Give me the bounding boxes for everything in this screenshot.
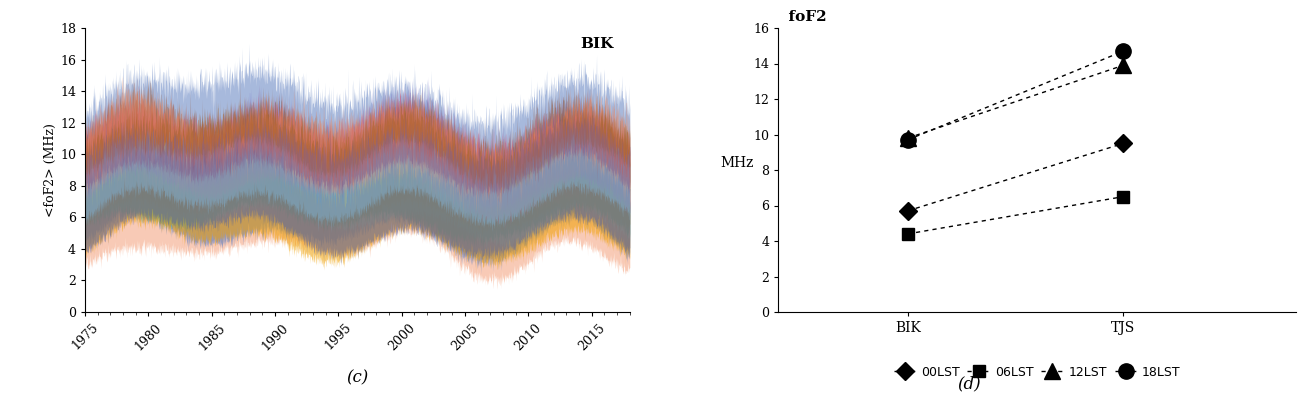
Y-axis label: MHz: MHz (720, 156, 754, 170)
Text: BIK: BIK (580, 36, 614, 50)
Text: foF2: foF2 (779, 10, 827, 24)
Text: (d): (d) (957, 375, 980, 392)
X-axis label: (c): (c) (347, 370, 369, 386)
Legend: 00LST, 06LST, 12LST, 18LST: 00LST, 06LST, 12LST, 18LST (889, 361, 1186, 384)
Y-axis label: <foF2> (MHz): <foF2> (MHz) (45, 123, 58, 217)
